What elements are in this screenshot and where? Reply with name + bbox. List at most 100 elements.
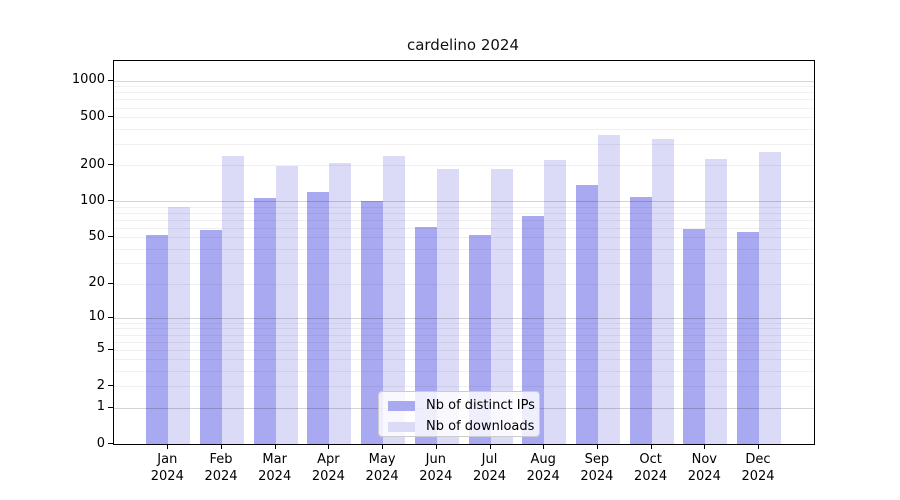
y-tick (108, 282, 113, 284)
plot-area (113, 60, 815, 445)
y-tick (108, 116, 113, 118)
gridline-900 (114, 86, 814, 88)
gridline-200 (114, 165, 814, 167)
gridline-9 (114, 322, 814, 324)
gridline-30 (114, 263, 814, 265)
y-tick (108, 164, 113, 166)
bar-downloads-dec (759, 152, 781, 444)
bar-downloads-jan (168, 206, 191, 444)
y-axis-labels: 0 1 2 5 10 20 50 100 200 500 1000 (0, 0, 105, 500)
gridline-6 (114, 341, 814, 343)
year-label: 2024 (204, 469, 238, 484)
year-label: 2024 (150, 469, 184, 484)
gridline-1000 (114, 80, 814, 82)
y-tick-label-500: 500 (80, 108, 105, 124)
bar-downloads-jul (490, 169, 513, 444)
x-tick (221, 444, 222, 449)
x-tick-label-nov: Nov 2024 (672, 451, 736, 485)
year-label: 2024 (687, 469, 721, 484)
x-tick (167, 444, 169, 449)
gridline-5 (114, 349, 814, 351)
y-tick (108, 316, 113, 318)
x-tick-label-jan: Jan 2024 (135, 451, 199, 485)
y-tick-label-1: 1 (96, 399, 105, 415)
x-tick (382, 444, 384, 449)
month-label: Sep (584, 452, 610, 467)
bar-distinct-ips-feb (200, 230, 222, 444)
x-tick-label-sep: Sep 2024 (565, 451, 629, 485)
gridline-600 (114, 107, 814, 109)
year-label: 2024 (526, 469, 560, 484)
month-label: Mar (262, 452, 287, 467)
month-label: Aug (530, 452, 556, 467)
x-tick-label-aug: Aug 2024 (511, 451, 575, 485)
year-label: 2024 (580, 469, 614, 484)
y-tick (108, 443, 113, 444)
gridline-7 (114, 334, 814, 336)
y-tick-label-100: 100 (80, 192, 105, 208)
bar-downloads-may (383, 155, 406, 444)
bar-distinct-ips-oct (629, 197, 652, 444)
y-tick-label-2: 2 (96, 377, 105, 393)
bar-distinct-ips-aug (522, 216, 545, 444)
bar-downloads-apr (329, 163, 352, 444)
y-tick-label-1000: 1000 (71, 72, 105, 88)
bar-distinct-ips-sep (575, 185, 598, 444)
legend-label-distinct-ips: Nb of distinct IPs (426, 398, 535, 413)
y-tick (108, 348, 113, 350)
x-tick (328, 444, 330, 449)
year-label: 2024 (365, 469, 399, 484)
y-tick-label-5: 5 (96, 341, 105, 357)
bar-distinct-ips-jun (414, 226, 437, 444)
bar-distinct-ips-dec (737, 232, 759, 444)
legend-swatch-distinct-ips (388, 400, 415, 411)
x-tick-label-apr: Apr 2024 (296, 451, 360, 485)
x-tick (650, 444, 652, 449)
y-tick (108, 200, 113, 202)
year-label: 2024 (741, 469, 775, 484)
bar-distinct-ips-jan (146, 235, 169, 444)
bar-downloads-sep (597, 135, 620, 444)
gridline-80 (114, 212, 814, 214)
gridline-70 (114, 219, 814, 221)
legend: Nb of distinct IPs Nb of downloads (378, 391, 540, 437)
x-tick-label-jul: Jul 2024 (458, 451, 522, 485)
year-label: 2024 (311, 469, 345, 484)
bar-distinct-ips-nov (683, 228, 706, 444)
y-tick-label-20: 20 (88, 275, 105, 291)
month-label: Apr (317, 452, 340, 467)
month-label: Jul (481, 452, 498, 467)
bar-distinct-ips-mar (253, 198, 276, 444)
gridline-20 (114, 283, 814, 285)
month-label: Feb (209, 452, 233, 467)
y-tick (108, 236, 113, 238)
x-tick (596, 444, 598, 449)
month-label: Oct (639, 452, 662, 467)
year-label: 2024 (419, 469, 453, 484)
y-tick (108, 385, 113, 387)
chart-title: cardelino 2024 (406, 36, 520, 54)
year-label: 2024 (258, 469, 292, 484)
x-tick-label-oct: Oct 2024 (619, 451, 683, 485)
gridline-10 (114, 317, 814, 319)
gridline-90 (114, 206, 814, 208)
gridline-300 (114, 143, 814, 145)
y-tick (108, 79, 113, 81)
y-tick-label-200: 200 (80, 156, 105, 172)
gridline-8 (114, 328, 814, 330)
gridline-2 (114, 386, 814, 388)
gridline-100 (114, 201, 814, 203)
bar-downloads-jun (436, 169, 459, 444)
y-tick-label-50: 50 (88, 228, 105, 244)
bar-distinct-ips-apr (307, 192, 330, 444)
x-tick-label-feb: Feb 2024 (189, 451, 253, 485)
gridline-50 (114, 237, 814, 239)
legend-label-downloads: Nb of downloads (426, 419, 535, 434)
year-label: 2024 (634, 469, 668, 484)
gridline-700 (114, 99, 814, 101)
x-tick-label-dec: Dec 2024 (726, 451, 790, 485)
month-label: Dec (745, 452, 771, 467)
gridline-800 (114, 92, 814, 94)
legend-swatch-downloads (388, 421, 415, 432)
